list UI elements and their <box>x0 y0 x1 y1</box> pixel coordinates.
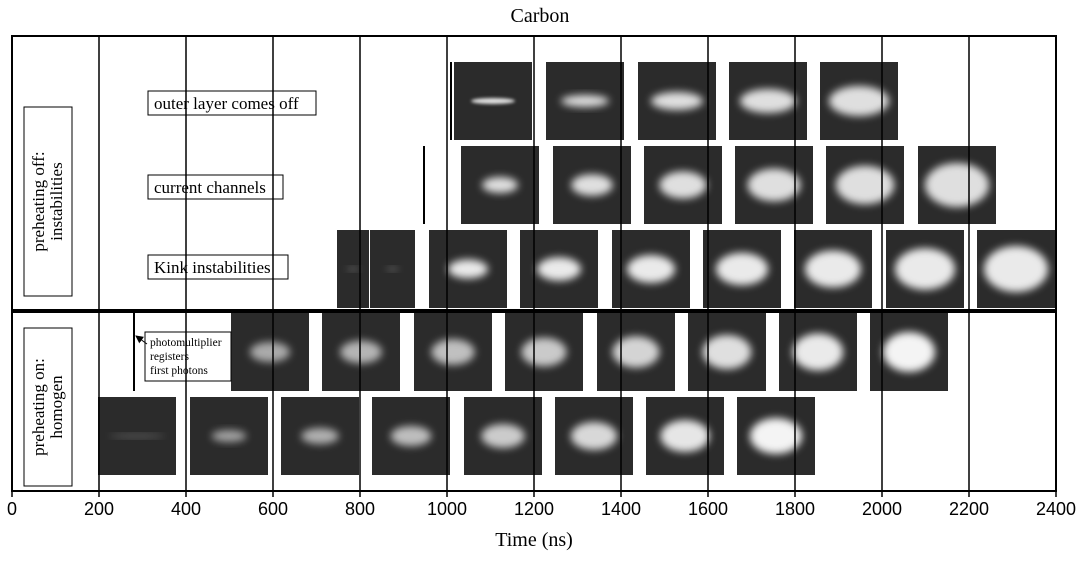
x-tick-label: 600 <box>258 499 288 519</box>
plasma <box>521 337 567 367</box>
plasma <box>659 171 707 199</box>
plasma <box>570 422 618 450</box>
plasma <box>660 420 710 452</box>
x-tick-label: 2000 <box>862 499 902 519</box>
group-label-line: homogen <box>47 375 66 439</box>
plasma <box>792 333 844 371</box>
plasma <box>883 332 935 372</box>
plasma <box>347 267 359 271</box>
plasma <box>895 248 955 290</box>
plasma <box>747 168 801 202</box>
row-label-box <box>147 90 317 116</box>
plasma <box>750 418 802 454</box>
plasma <box>627 255 675 283</box>
plasma <box>829 86 889 116</box>
plasma <box>571 174 613 196</box>
x-tick-label: 1000 <box>427 499 467 519</box>
plasma <box>925 163 989 207</box>
plasma <box>537 257 581 281</box>
x-tick-label: 1600 <box>688 499 728 519</box>
plasma <box>984 246 1048 292</box>
group-box <box>23 106 73 297</box>
annotation-box <box>144 331 232 382</box>
x-tick-label: 2400 <box>1036 499 1076 519</box>
annotation: first photons <box>150 365 208 377</box>
plasma <box>109 434 165 438</box>
x-tick-label: 1200 <box>514 499 554 519</box>
group-box <box>23 327 73 487</box>
x-tick-label: 800 <box>345 499 375 519</box>
row-label-box <box>147 254 289 280</box>
x-tick-label: 200 <box>84 499 114 519</box>
plasma <box>481 424 525 448</box>
x-tick-label: 0 <box>7 499 17 519</box>
group-label-line: instabilities <box>47 162 66 240</box>
plasma <box>471 98 515 104</box>
plasma <box>482 177 518 193</box>
plasma <box>431 339 475 365</box>
group-label: preheating off:instabilities <box>29 151 66 251</box>
row-label: outer layer comes off <box>154 94 299 113</box>
axis-label: Time (ns) <box>495 529 573 551</box>
plasma <box>250 342 290 362</box>
group-label-line: preheating off: <box>29 151 48 251</box>
row-label: Kink instabilities <box>154 258 271 277</box>
plasma <box>740 89 796 113</box>
row-label-box <box>147 174 284 200</box>
row-label: current channels <box>154 178 266 197</box>
plasma <box>211 430 247 442</box>
plasma <box>301 428 339 444</box>
annotation: registers <box>150 351 189 363</box>
plasma <box>448 259 488 279</box>
title: Carbon <box>511 5 570 27</box>
x-tick-label: 400 <box>171 499 201 519</box>
x-tick-label: 1400 <box>601 499 641 519</box>
plasma <box>390 426 432 446</box>
group-label: preheating on:homogen <box>29 358 66 456</box>
plasma <box>340 340 382 364</box>
annotation-arrow <box>135 335 148 345</box>
x-tick-label: 1800 <box>775 499 815 519</box>
plasma <box>716 252 768 286</box>
plasma <box>612 336 660 368</box>
plasma <box>386 267 399 271</box>
group-label-line: preheating on: <box>29 358 48 456</box>
plasma <box>805 250 861 288</box>
x-tick-label: 2200 <box>949 499 989 519</box>
plasma <box>561 95 609 107</box>
plasma <box>651 92 703 110</box>
plasma <box>702 334 752 370</box>
plasma <box>835 165 895 205</box>
